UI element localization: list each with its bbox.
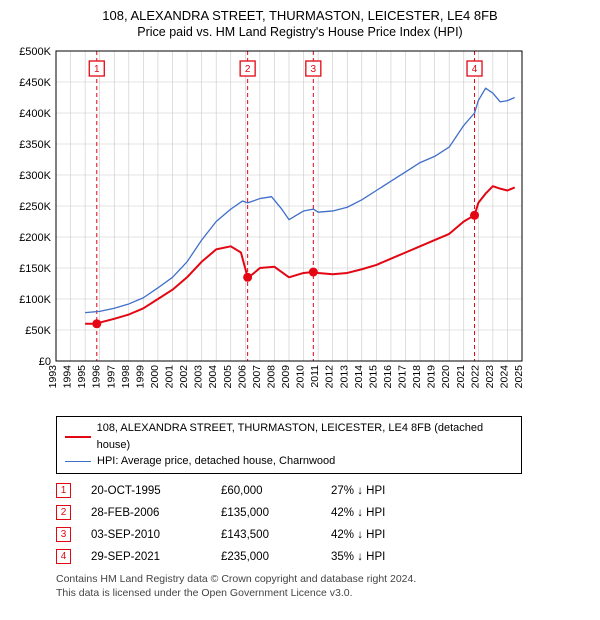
sale-row-price: £143,500 [221, 529, 331, 541]
sale-row-marker: 3 [56, 527, 71, 542]
x-tick-label: 1998 [120, 365, 132, 389]
y-tick-label: £450K [19, 77, 51, 89]
legend-row-red: 108, ALEXANDRA STREET, THURMASTON, LEICE… [65, 420, 513, 453]
sale-row: 3 03-SEP-2010£143,50042% ↓ HPI [56, 524, 590, 546]
series-line-blue [85, 88, 515, 312]
sale-row-pct: 42% ↓ HPI [331, 507, 441, 519]
x-tick-label: 2020 [440, 365, 452, 389]
x-tick-label: 2012 [324, 365, 336, 389]
series-line-red [85, 186, 515, 324]
price-chart: £0£50K£100K£150K£200K£250K£300K£350K£400… [10, 45, 590, 410]
x-tick-label: 1999 [134, 365, 146, 389]
x-tick-label: 2006 [236, 365, 248, 389]
sale-row-pct: 35% ↓ HPI [331, 551, 441, 563]
page-subtitle: Price paid vs. HM Land Registry's House … [10, 25, 590, 39]
sale-row-marker: 2 [56, 505, 71, 520]
x-tick-label: 2004 [207, 365, 219, 389]
y-tick-label: £150K [19, 263, 51, 275]
x-tick-label: 2005 [222, 365, 234, 389]
x-tick-label: 2007 [251, 365, 263, 389]
x-tick-label: 2002 [178, 365, 190, 389]
sale-row-date: 28-FEB-2006 [91, 507, 221, 519]
x-tick-label: 2015 [367, 365, 379, 389]
x-tick-label: 2010 [295, 365, 307, 389]
footer-line-2: This data is licensed under the Open Gov… [56, 586, 590, 600]
sale-row-pct: 42% ↓ HPI [331, 529, 441, 541]
x-tick-label: 2025 [513, 365, 525, 389]
page-title: 108, ALEXANDRA STREET, THURMASTON, LEICE… [10, 8, 590, 23]
y-tick-label: £300K [19, 170, 51, 182]
x-tick-label: 2014 [353, 365, 365, 389]
x-tick-label: 2011 [309, 365, 321, 388]
x-tick-label: 1997 [105, 365, 117, 389]
y-tick-label: £50K [25, 325, 51, 337]
y-tick-label: £400K [19, 108, 51, 120]
x-tick-label: 1995 [76, 365, 88, 389]
sale-row-price: £60,000 [221, 485, 331, 497]
sale-row-date: 03-SEP-2010 [91, 529, 221, 541]
sale-marker-number: 1 [94, 64, 100, 75]
x-tick-label: 2016 [382, 365, 394, 389]
footer-line-1: Contains HM Land Registry data © Crown c… [56, 572, 590, 586]
x-tick-label: 1996 [91, 365, 103, 389]
x-tick-label: 2008 [265, 365, 277, 389]
legend-label-red: 108, ALEXANDRA STREET, THURMASTON, LEICE… [97, 420, 513, 453]
sale-row-price: £235,000 [221, 551, 331, 563]
x-tick-label: 2009 [280, 365, 292, 389]
sale-row-pct: 27% ↓ HPI [331, 485, 441, 497]
y-tick-label: £250K [19, 201, 51, 213]
sale-row: 2 28-FEB-2006£135,00042% ↓ HPI [56, 502, 590, 524]
legend-swatch-blue [65, 461, 91, 462]
sale-row-marker: 4 [56, 549, 71, 564]
x-tick-label: 2017 [397, 365, 409, 389]
sale-row: 4 29-SEP-2021£235,00035% ↓ HPI [56, 546, 590, 568]
sale-row-price: £135,000 [221, 507, 331, 519]
sale-row: 1 20-OCT-1995£60,00027% ↓ HPI [56, 480, 590, 502]
x-tick-label: 2022 [469, 365, 481, 389]
legend-label-blue: HPI: Average price, detached house, Char… [97, 453, 335, 470]
sale-marker-number: 2 [245, 64, 251, 75]
x-tick-label: 2018 [411, 365, 423, 389]
x-tick-label: 1993 [47, 365, 59, 389]
x-tick-label: 2023 [484, 365, 496, 389]
y-tick-label: £500K [19, 46, 51, 58]
sale-marker-number: 3 [311, 64, 317, 75]
x-tick-label: 2000 [149, 365, 161, 389]
x-tick-label: 2001 [164, 365, 176, 389]
legend-row-blue: HPI: Average price, detached house, Char… [65, 453, 513, 470]
sale-row-date: 29-SEP-2021 [91, 551, 221, 563]
sale-marker-number: 4 [472, 64, 478, 75]
x-tick-label: 2013 [338, 365, 350, 389]
legend-swatch-red [65, 436, 91, 438]
sale-table: 1 20-OCT-1995£60,00027% ↓ HPI 2 28-FEB-2006… [56, 480, 590, 568]
x-tick-label: 2003 [193, 365, 205, 389]
sale-row-marker: 1 [56, 483, 71, 498]
y-tick-label: £200K [19, 232, 51, 244]
x-tick-label: 2024 [498, 365, 510, 389]
legend: 108, ALEXANDRA STREET, THURMASTON, LEICE… [56, 416, 522, 474]
x-tick-label: 1994 [62, 365, 74, 389]
x-tick-label: 2019 [426, 365, 438, 389]
x-tick-label: 2021 [455, 365, 467, 389]
y-tick-label: £100K [19, 294, 51, 306]
footer: Contains HM Land Registry data © Crown c… [56, 572, 590, 600]
sale-row-date: 20-OCT-1995 [91, 485, 221, 497]
y-tick-label: £350K [19, 139, 51, 151]
